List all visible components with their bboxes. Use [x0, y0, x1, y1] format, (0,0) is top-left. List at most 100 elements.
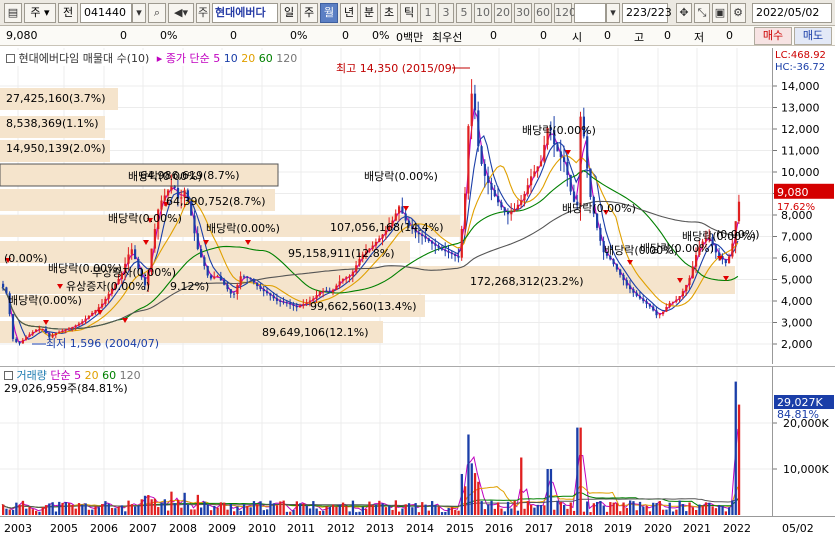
interval-30-button[interactable]: 30 — [514, 3, 532, 23]
volume-bar — [351, 500, 355, 515]
candle-body — [668, 302, 671, 308]
candle-body — [8, 293, 11, 315]
volume-bar — [91, 509, 94, 515]
event-marker — [122, 318, 128, 323]
chart-type-select[interactable]: 주 ▾ — [24, 3, 56, 23]
period-tick-button[interactable]: 틱 — [400, 3, 418, 23]
volume-bar — [457, 510, 460, 515]
bonus-annotation: 무상증자(0.00%) — [92, 266, 176, 279]
volume-bar — [289, 511, 292, 515]
interval-10-button[interactable]: 10 — [474, 3, 492, 23]
interval-120-button[interactable]: 120 — [554, 3, 576, 23]
period-year-button[interactable]: 년 — [340, 3, 358, 23]
percent-annotation: 9.12%) — [170, 280, 209, 293]
period-day-button[interactable]: 일 — [280, 3, 298, 23]
sell-button[interactable]: 매도 — [794, 27, 832, 45]
interval-3-button[interactable]: 3 — [438, 3, 454, 23]
vol-ma-period-120[interactable]: 120 — [119, 369, 141, 382]
toggle-icon[interactable]: ▣ — [712, 3, 728, 23]
volume-bar — [520, 457, 523, 515]
ma-period-20[interactable]: 20 — [241, 52, 256, 65]
favorite-icon[interactable]: 주 — [196, 3, 210, 23]
vol-ma-period-5[interactable]: 5 — [74, 369, 82, 382]
event-marker — [565, 150, 571, 155]
candle-body — [530, 176, 533, 186]
interval-20-button[interactable]: 20 — [494, 3, 512, 23]
volume-bar — [315, 508, 318, 515]
candle-body — [180, 197, 183, 199]
ma-period-5[interactable]: 5 — [213, 52, 221, 65]
speaker-icon[interactable]: ◀▾ — [168, 3, 194, 23]
volume-bar — [200, 507, 203, 515]
vol-ma-period-60[interactable]: 60 — [102, 369, 117, 382]
event-marker — [203, 240, 209, 245]
volume-chart-pane[interactable]: 거래량 단순 5 20 60 120 29,026,959주(84.81%) — [0, 366, 772, 517]
volume-bar — [384, 507, 388, 515]
gear-icon[interactable]: ⚙ — [730, 3, 746, 23]
compare-icon[interactable]: ⤡ — [694, 3, 710, 23]
prev-button[interactable]: 전 — [58, 3, 78, 23]
chart-settings-icon[interactable]: ▤ — [4, 3, 22, 23]
volume-bar — [101, 504, 104, 515]
candle-body — [173, 185, 176, 188]
interval-5-button[interactable]: 5 — [456, 3, 472, 23]
volume-bar — [312, 501, 315, 515]
volume-bar — [731, 500, 734, 515]
candle-body — [536, 166, 539, 172]
stock-code-input[interactable]: 041440 — [80, 3, 132, 23]
period-month-button[interactable]: 월 — [320, 3, 338, 23]
chevron-down-icon[interactable]: ▾ — [132, 3, 146, 23]
volume-bar — [559, 501, 562, 515]
volume-profile-label: 64,986,619(8.7%) — [140, 169, 240, 182]
volume-bar — [104, 501, 107, 515]
vol-ma-period-20[interactable]: 20 — [84, 369, 99, 382]
candle-body — [361, 254, 364, 259]
upper-legend: 현대에버다임 매물대 수(10) ▸ 종가 단순 5 10 20 60 120 — [4, 50, 300, 66]
ma-period-120[interactable]: 120 — [276, 52, 298, 65]
period-second-button[interactable]: 초 — [380, 3, 398, 23]
candle-body — [31, 332, 34, 335]
volume-bar — [394, 500, 397, 515]
candle-body — [483, 163, 486, 176]
volume-bar — [84, 503, 87, 515]
dividend-annotation: 배당락(0.00%) — [640, 242, 714, 255]
candle-body — [25, 336, 28, 340]
price-chart-pane[interactable]: 27,425,160(3.7%) 8,538,369(1.1%) 14,950,13… — [0, 48, 772, 364]
interval-custom-input[interactable] — [574, 3, 606, 23]
ma-period-10[interactable]: 10 — [223, 52, 238, 65]
volume-bar — [678, 500, 681, 515]
chevron-down-icon[interactable]: ▾ — [606, 3, 620, 23]
interval-60-button[interactable]: 60 — [534, 3, 552, 23]
candle-body — [41, 328, 44, 330]
date-field[interactable]: 2022/05/02 — [752, 3, 832, 23]
price-tick-label: 13,000 — [781, 102, 820, 115]
volume-bar — [572, 510, 576, 515]
candle-body — [695, 255, 698, 267]
period-minute-button[interactable]: 분 — [360, 3, 378, 23]
volume-profile-label: 95,158,911(12.8%) — [288, 247, 395, 260]
candle-body — [658, 314, 661, 316]
candle-body — [543, 144, 546, 162]
candle-body — [81, 321, 84, 324]
buy-button[interactable]: 매수 — [754, 27, 792, 45]
search-icon[interactable]: ⌕ — [148, 3, 166, 23]
candle-body — [71, 327, 74, 329]
candle-body — [440, 247, 444, 250]
volume-bar — [193, 509, 196, 515]
volume-bar — [464, 486, 467, 515]
candle-body — [5, 287, 8, 294]
volume-bar — [365, 509, 368, 515]
ma-period-60[interactable]: 60 — [258, 52, 273, 65]
candle-body — [18, 341, 21, 344]
dividend-annotation: 배당락(0.00%) — [108, 212, 182, 225]
expand-icon[interactable]: ✥ — [676, 3, 692, 23]
candle-body — [130, 249, 133, 255]
period-week-button[interactable]: 주 — [300, 3, 318, 23]
interval-1-button[interactable]: 1 — [420, 3, 436, 23]
candle-body — [678, 296, 681, 300]
candle-body — [487, 175, 490, 183]
volume-bar — [576, 427, 579, 515]
candle-body — [150, 248, 153, 273]
volume-bar — [708, 502, 711, 515]
volume-bar — [266, 509, 269, 515]
